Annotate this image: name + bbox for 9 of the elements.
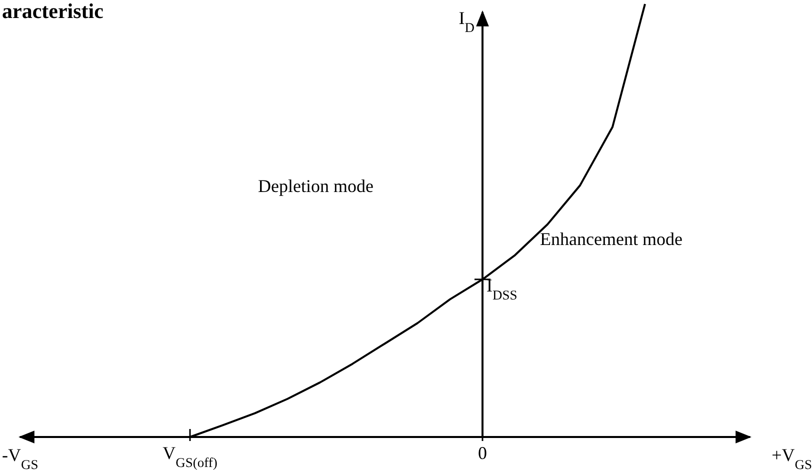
annotation: Depletion mode xyxy=(258,176,374,196)
annotation: Enhancement mode xyxy=(540,229,682,249)
text: -V$_{GS}$ xyxy=(2,445,38,470)
text: +V$_{GS}$ xyxy=(772,445,812,470)
x-tick-label: V$_{GS(off)}$ xyxy=(162,443,218,470)
chart-title: aracteristic xyxy=(2,0,104,23)
annotation: I$_{DSS}$ xyxy=(486,275,518,302)
y-axis-title: I$_{D}$ xyxy=(458,8,475,34)
x-tick-label: 0 xyxy=(478,443,487,463)
